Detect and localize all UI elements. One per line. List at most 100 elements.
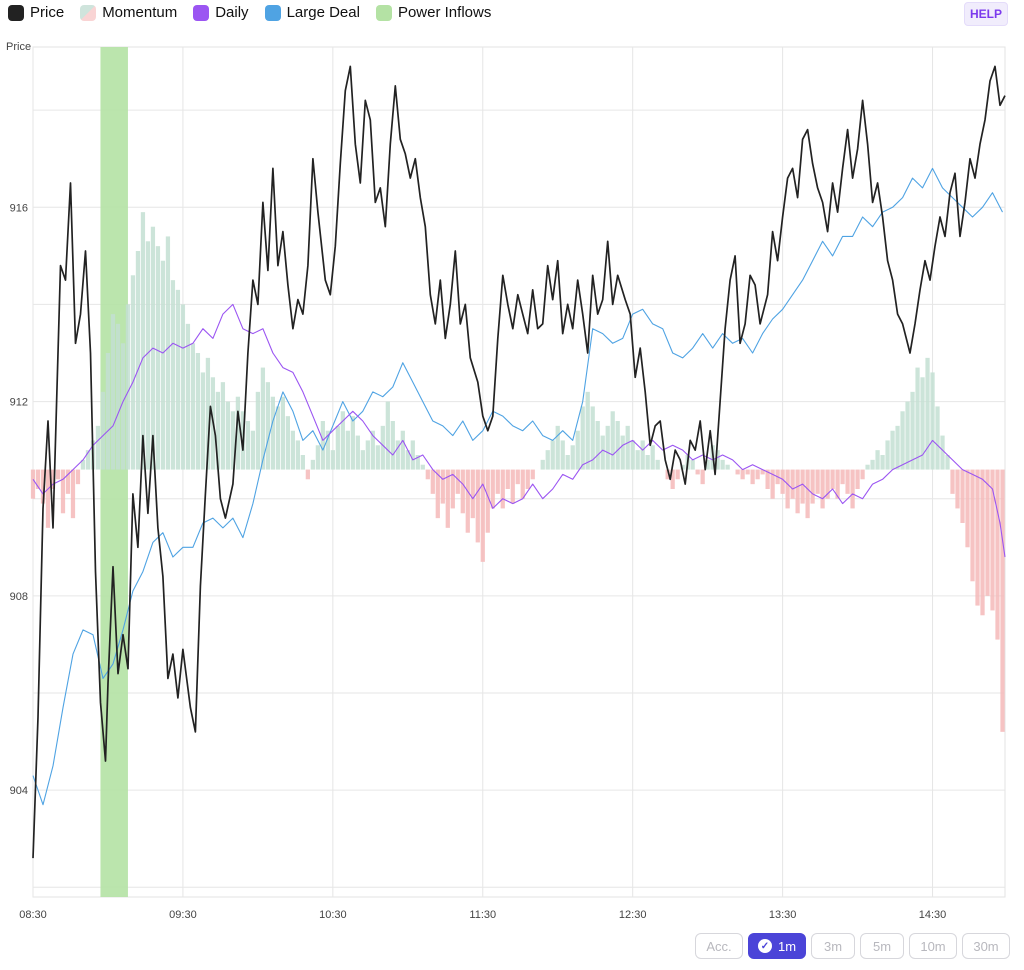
momentum-bar	[715, 450, 720, 470]
momentum-bar	[595, 421, 600, 470]
momentum-bar	[605, 425, 610, 470]
momentum-bar	[955, 469, 960, 509]
momentum-bar	[345, 430, 350, 470]
momentum-bar	[805, 469, 810, 519]
momentum-bar	[200, 372, 206, 470]
legend-item-price[interactable]: Price	[8, 4, 64, 21]
momentum-bar	[985, 469, 990, 596]
momentum-bar	[145, 241, 151, 470]
momentum-bar	[835, 469, 840, 499]
interval-button-5m[interactable]: 5m	[860, 933, 904, 959]
momentum-bar	[620, 435, 625, 470]
legend-item-momentum[interactable]: Momentum	[80, 4, 177, 21]
momentum-bar	[515, 469, 520, 485]
momentum-bar	[320, 421, 325, 470]
momentum-bar	[820, 469, 825, 509]
momentum-bar	[865, 464, 870, 470]
legend-label: Large Deal	[286, 4, 360, 21]
momentum-bar	[890, 430, 895, 470]
momentum-bar	[325, 430, 330, 470]
x-tick-label: 08:30	[19, 909, 47, 921]
momentum-bar	[265, 382, 271, 470]
momentum-bar	[895, 425, 900, 470]
momentum-bar	[120, 343, 126, 470]
momentum-bar	[180, 304, 186, 470]
legend-item-daily[interactable]: Daily	[193, 4, 249, 21]
legend-label: Momentum	[102, 4, 178, 21]
momentum-bar	[50, 469, 56, 489]
momentum-bar	[335, 425, 340, 470]
momentum-bar	[675, 469, 680, 480]
momentum-bar	[505, 469, 510, 489]
interval-button-30m[interactable]: 30m	[962, 933, 1010, 959]
momentum-bar	[295, 440, 300, 470]
momentum-bar	[540, 459, 545, 470]
momentum-bar	[980, 469, 985, 616]
momentum-bar	[530, 469, 535, 480]
momentum-bar	[95, 425, 101, 470]
momentum-bar	[235, 396, 241, 470]
momentum-bar	[315, 445, 320, 470]
interval-button-acc[interactable]: Acc.	[695, 933, 743, 959]
interval-button-1m[interactable]: ✓ 1m	[748, 933, 806, 959]
momentum-bar	[230, 411, 236, 470]
y-tick-label: 912	[10, 397, 28, 409]
momentum-bar	[770, 469, 775, 499]
momentum-bar	[725, 464, 730, 470]
momentum-bar	[495, 469, 500, 494]
interval-button-10m[interactable]: 10m	[909, 933, 957, 959]
momentum-bar	[550, 440, 555, 470]
momentum-bar	[590, 406, 595, 470]
momentum-bar	[765, 469, 770, 489]
legend-swatch-icon	[80, 4, 97, 21]
momentum-bar	[800, 469, 805, 504]
momentum-bar	[410, 440, 415, 470]
momentum-bar	[635, 450, 640, 470]
legend-item-large-deal[interactable]: Large Deal	[264, 4, 360, 21]
momentum-bar	[40, 469, 46, 504]
momentum-bar	[485, 469, 490, 533]
momentum-bar	[600, 435, 605, 470]
chart-legend: Price Momentum Daily Large Deal Power Inflow…	[8, 4, 491, 21]
interval-button-3m[interactable]: 3m	[811, 933, 855, 959]
momentum-bar	[610, 411, 615, 470]
momentum-bar	[915, 367, 920, 470]
momentum-bar	[545, 450, 550, 470]
momentum-bar	[520, 469, 525, 499]
momentum-bar	[35, 469, 41, 489]
momentum-bar	[930, 372, 935, 470]
momentum-bar	[785, 469, 790, 509]
momentum-bar	[695, 469, 700, 475]
momentum-bar	[565, 455, 570, 470]
momentum-bar	[780, 469, 785, 494]
momentum-bar	[125, 304, 131, 470]
interval-label: 30m	[973, 938, 999, 954]
momentum-bar	[570, 445, 575, 470]
momentum-bar	[950, 469, 955, 494]
momentum-bar	[910, 391, 915, 470]
momentum-bar	[900, 411, 905, 470]
momentum-bar	[310, 459, 315, 470]
momentum-bar	[735, 469, 740, 475]
momentum-bar	[70, 469, 76, 519]
momentum-bar	[195, 353, 201, 470]
momentum-bars	[30, 212, 1005, 732]
momentum-bar	[355, 435, 360, 470]
momentum-bar	[1000, 469, 1005, 732]
momentum-bar	[65, 469, 71, 494]
interval-label: 10m	[920, 938, 946, 954]
help-button[interactable]: HELP	[963, 2, 1008, 26]
momentum-bar	[190, 343, 196, 470]
momentum-bar	[75, 469, 81, 485]
momentum-bar	[450, 469, 455, 509]
momentum-bar	[990, 469, 995, 611]
interval-label: Acc.	[706, 938, 732, 954]
momentum-bar	[630, 440, 635, 470]
momentum-bar	[755, 469, 760, 480]
legend-item-power-inflows[interactable]: Power Inflows	[375, 4, 491, 21]
momentum-bar	[975, 469, 980, 606]
power-inflow-band	[100, 47, 128, 897]
momentum-bar	[650, 445, 655, 470]
momentum-bar	[245, 421, 251, 470]
momentum-bar	[385, 401, 390, 470]
